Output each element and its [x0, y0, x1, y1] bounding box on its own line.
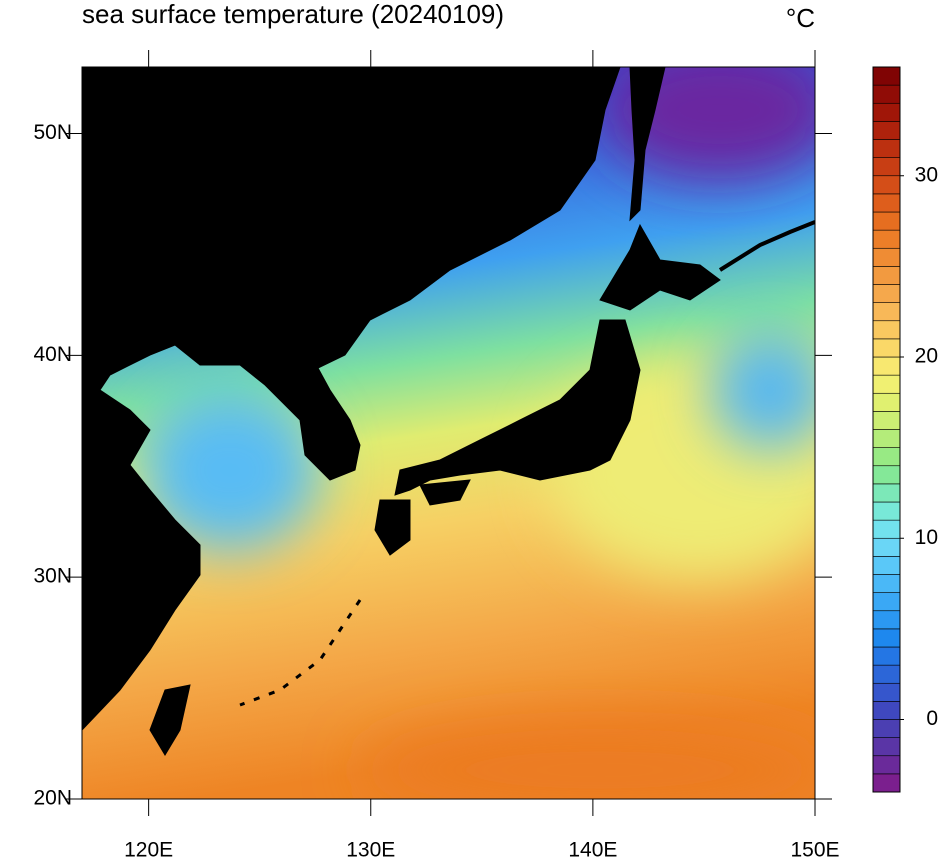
colorbar-segment [872, 302, 901, 322]
colorbar-segment [872, 682, 901, 702]
units: °C [786, 3, 815, 33]
x-tick-label: 150E [790, 839, 839, 858]
colorbar-segment [872, 537, 901, 557]
colorbar-segment [872, 646, 901, 666]
colorbar-segment [872, 211, 901, 231]
colorbar-segment [872, 574, 901, 593]
land-hokkaido [599, 223, 721, 311]
land-shikoku [419, 479, 471, 506]
colorbar-segment [872, 701, 901, 720]
colorbar-segment [872, 338, 901, 358]
colorbar-segment [872, 284, 901, 303]
colorbar-segment [872, 628, 901, 648]
colorbar-segment [872, 66, 901, 86]
colorbar-segment [872, 411, 901, 430]
colorbar-segment [872, 247, 901, 267]
x-tick-label: 120E [124, 839, 173, 858]
land [82, 67, 815, 756]
colorbar-segment [872, 193, 901, 213]
x-tick-label: 140E [568, 839, 617, 858]
sea-yellow-sea [140, 390, 320, 550]
colorbar-segment [872, 102, 901, 122]
land-kurils [718, 220, 815, 272]
colorbar-segment [872, 157, 901, 177]
colorbar-segment [872, 447, 901, 467]
colorbar-segment [872, 610, 901, 630]
y-tick-label: 20N [33, 787, 72, 810]
land-mainland [82, 67, 621, 731]
colorbar-segment [872, 429, 901, 448]
colorbar-segment [872, 175, 901, 195]
colorbar-segment [872, 556, 901, 575]
colorbar-segment [872, 139, 901, 158]
map-field [82, 67, 815, 799]
colorbar-tick-label: 30 [915, 163, 938, 186]
colorbar-segment [872, 773, 901, 793]
land-taiwan [149, 684, 191, 756]
y-tick-label: 30N [33, 565, 72, 588]
colorbar-tick-label: 0 [926, 707, 938, 730]
map-frame [81, 66, 816, 800]
x-tick-label: 130E [346, 839, 395, 858]
colorbar-tick-label: 20 [915, 345, 938, 368]
colorbar-segment [872, 719, 901, 738]
colorbar-segment [872, 501, 901, 521]
colorbar-segment [872, 121, 901, 140]
colorbar-segment [872, 737, 901, 757]
colorbar-segment [872, 320, 901, 340]
sea-south-warm [360, 720, 815, 799]
colorbar-segment [872, 84, 901, 104]
colorbar-segment [872, 229, 901, 249]
axes: 120E 130E 140E 150E 20N 30N 40N 50N [33, 50, 840, 862]
colorbar-segment [872, 356, 901, 376]
y-tick-label: 50N [33, 121, 72, 144]
land-sakhalin [629, 67, 666, 222]
colorbar-segment [872, 664, 901, 684]
sea-cool-eddy [710, 330, 815, 450]
y-tick-label: 40N [33, 343, 72, 366]
land-honshu [394, 319, 641, 496]
colorbar-segment [872, 392, 901, 412]
colorbar-frame [872, 66, 901, 793]
colorbar-segment [872, 374, 901, 394]
colorbar-tick-label: 10 [915, 526, 938, 549]
colorbar-segment [872, 465, 901, 485]
colorbar: 0 10 20 30 [872, 66, 938, 793]
colorbar-segment [872, 519, 901, 539]
colorbar-segment [872, 266, 901, 285]
colorbar-segment [872, 592, 901, 612]
land-kyushu [374, 499, 411, 556]
colorbar-segment [872, 483, 901, 503]
title: sea surface temperature (20240109) [82, 0, 504, 29]
colorbar-segment [872, 755, 901, 775]
